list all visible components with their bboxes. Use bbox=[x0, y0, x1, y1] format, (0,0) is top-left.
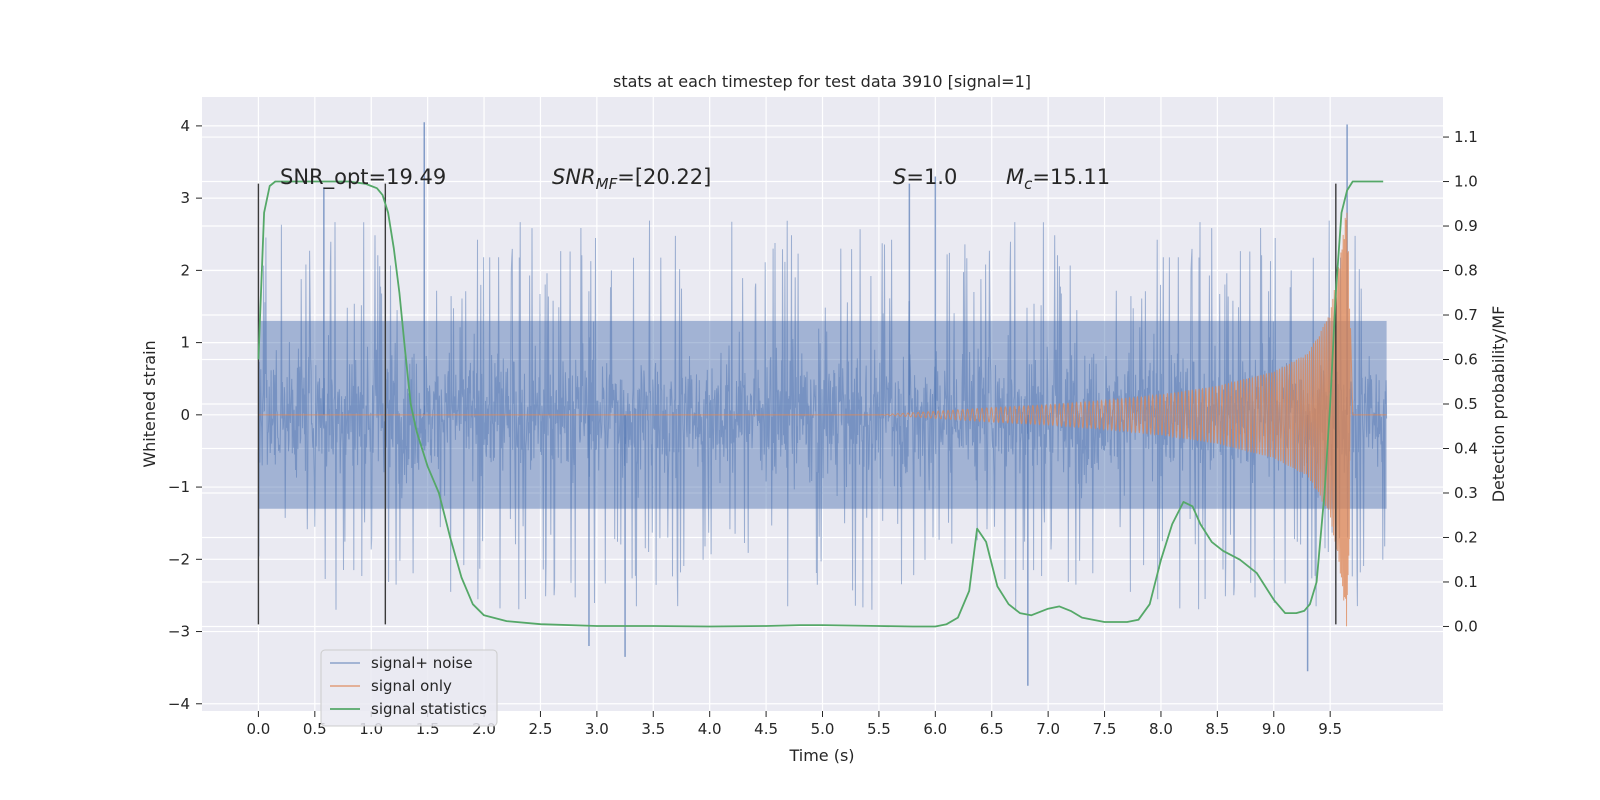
y-right-tick-label: 0.3 bbox=[1454, 484, 1478, 502]
x-tick-label: 5.0 bbox=[811, 720, 835, 738]
x-tick-label: 3.5 bbox=[641, 720, 665, 738]
x-tick-label: 8.5 bbox=[1205, 720, 1229, 738]
x-axis-label: Time (s) bbox=[788, 746, 854, 765]
y-right-tick-label: 0.8 bbox=[1454, 262, 1478, 280]
annotation-mc: Mc=15.11 bbox=[1006, 165, 1110, 193]
x-tick-label: 7.0 bbox=[1036, 720, 1060, 738]
annotation-snr-mf-sub: MF bbox=[596, 175, 618, 193]
legend-label-signal-noise: signal+ noise bbox=[371, 654, 473, 672]
signal-noise-line bbox=[257, 220, 1388, 610]
y-right-tick-label: 0.4 bbox=[1454, 439, 1478, 457]
y-right-tick-label: 1.0 bbox=[1454, 173, 1478, 191]
legend-label-signal-only: signal only bbox=[371, 677, 452, 695]
y-right-tick-label: 0.0 bbox=[1454, 617, 1478, 635]
y-right-tick-label: 0.2 bbox=[1454, 528, 1478, 546]
y-axis-right-label: Detection probability/MF bbox=[1489, 306, 1508, 503]
y-right-tick-label: 0.9 bbox=[1454, 217, 1478, 235]
x-tick-label: 5.5 bbox=[867, 720, 891, 738]
y-right-tick-label: 0.7 bbox=[1454, 306, 1478, 324]
y-right-tick-label: 0.6 bbox=[1454, 351, 1478, 369]
legend-box bbox=[320, 649, 498, 727]
y-right-tick-label: 0.1 bbox=[1454, 573, 1478, 591]
annotation-snr-mf-value: =[20.22] bbox=[617, 165, 711, 189]
series-signal-only bbox=[258, 212, 1387, 627]
y-right-tick-label: 1.1 bbox=[1454, 128, 1478, 146]
annotation-s-value: =1.0 bbox=[906, 165, 957, 189]
x-tick-label: 0.0 bbox=[246, 720, 270, 738]
annotation-snr-opt: SNR_opt=19.49 bbox=[280, 165, 446, 190]
x-tick-label: 9.5 bbox=[1318, 720, 1342, 738]
annotation-s: S=1.0 bbox=[893, 165, 957, 189]
legend: signal+ noise signal only signal statist… bbox=[320, 649, 498, 727]
annotation-mc-value: =15.11 bbox=[1032, 165, 1110, 189]
y-tick-label: −1 bbox=[168, 478, 190, 496]
x-tick-label: 4.5 bbox=[754, 720, 778, 738]
x-tick-label: 0.5 bbox=[303, 720, 327, 738]
signal-only-line bbox=[258, 212, 1387, 627]
legend-label-signal-statistics: signal statistics bbox=[371, 700, 487, 718]
x-tick-label: 6.5 bbox=[980, 720, 1004, 738]
x-tick-label: 6.0 bbox=[923, 720, 947, 738]
y-tick-label: 3 bbox=[180, 189, 190, 207]
annotation-snr-mf-label: SNR bbox=[552, 165, 596, 189]
annotation-mc-label: M bbox=[1006, 165, 1024, 189]
x-tick-label: 9.0 bbox=[1262, 720, 1286, 738]
y-tick-label: −3 bbox=[168, 623, 190, 641]
x-tick-label: 7.5 bbox=[1093, 720, 1117, 738]
annotation-snr-mf: SNRMF=[20.22] bbox=[552, 165, 711, 193]
y-tick-label: 4 bbox=[180, 117, 190, 135]
y-right-tick-label: 0.5 bbox=[1454, 395, 1478, 413]
annotation-s-label: S bbox=[893, 165, 906, 189]
chart-title: stats at each timestep for test data 391… bbox=[613, 72, 1031, 91]
y-tick-label: 0 bbox=[180, 406, 190, 424]
y-tick-label: −4 bbox=[168, 695, 190, 713]
x-tick-label: 8.0 bbox=[1149, 720, 1173, 738]
x-tick-label: 4.0 bbox=[698, 720, 722, 738]
y-tick-label: 1 bbox=[180, 334, 190, 352]
y-tick-label: 2 bbox=[180, 261, 190, 279]
annotation-mc-sub: c bbox=[1024, 175, 1033, 193]
y-tick-label: −2 bbox=[168, 550, 190, 568]
signal-statistics-line bbox=[257, 180, 1384, 628]
series-signal-statistics bbox=[257, 180, 1384, 628]
y-axis-label: Whitened strain bbox=[140, 340, 159, 467]
vertical-markers bbox=[257, 183, 1337, 625]
x-tick-label: 2.5 bbox=[529, 720, 553, 738]
x-tick-label: 3.0 bbox=[585, 720, 609, 738]
